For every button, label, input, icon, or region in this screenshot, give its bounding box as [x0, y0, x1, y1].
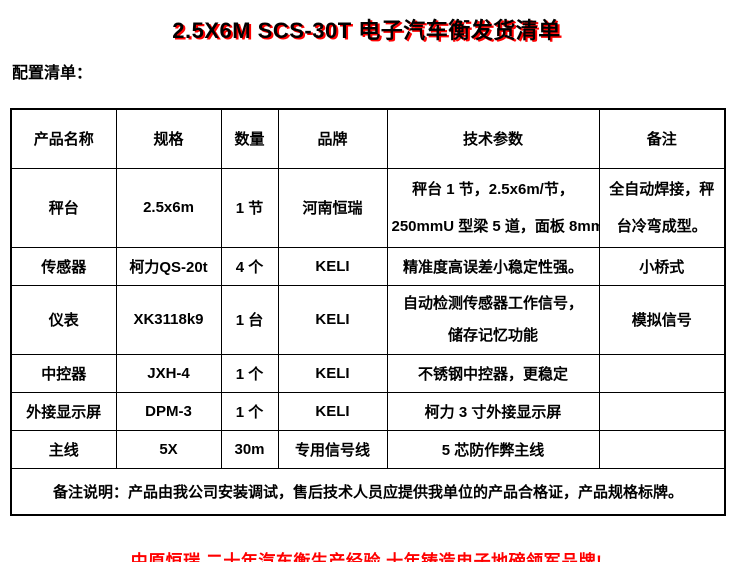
tech-line: 秤台 1 节，2.5x6m/节， — [412, 180, 574, 198]
cell-qty: 1 节 — [220, 167, 279, 248]
cell-product-name: 中控器 — [10, 353, 117, 393]
table-header-row: 产品名称 规格 数量 品牌 技术参数 备注 — [10, 108, 726, 169]
remark-line: 全自动焊接，秤 — [609, 180, 715, 198]
cell-qty: 1 个 — [220, 353, 279, 393]
cell-tech: 不锈钢中控器，更稳定 — [386, 353, 600, 393]
cell-tech: 5 芯防作弊主线 — [386, 429, 600, 469]
cell-spec: XK3118k9 — [115, 284, 222, 355]
header-qty: 数量 — [220, 108, 279, 169]
cell-remark: 小桥式 — [598, 246, 726, 286]
cell-tech: 自动检测传感器工作信号， 储存记忆功能 — [386, 284, 600, 355]
cell-product-name: 主线 — [10, 429, 117, 469]
table-row-external-display: 外接显示屏 DPM-3 1 个 KELI 柯力 3 寸外接显示屏 — [10, 391, 726, 431]
header-brand: 品牌 — [277, 108, 388, 169]
cell-tech: 秤台 1 节，2.5x6m/节， 250mmU 型梁 5 道，面板 8mm — [386, 167, 600, 248]
slogan-text: 中原恒瑞 二十年汽车衡生产经验 十年铸造电子地磅领军品牌! — [130, 552, 603, 562]
cell-spec: 5X — [115, 429, 222, 469]
cell-tech: 精准度高误差小稳定性强。 — [386, 246, 600, 286]
table-row-platform: 秤台 2.5x6m 1 节 河南恒瑞 秤台 1 节，2.5x6m/节， 250m… — [10, 167, 726, 248]
cell-brand: KELI — [277, 284, 388, 355]
header-remark: 备注 — [598, 108, 726, 169]
cell-remark: 模拟信号 — [598, 284, 726, 355]
cell-brand: 专用信号线 — [277, 429, 388, 469]
cell-product-name: 外接显示屏 — [10, 391, 117, 431]
cell-product-name: 仪表 — [10, 284, 117, 355]
table-row-sensor: 传感器 柯力QS-20t 4 个 KELI 精准度高误差小稳定性强。 小桥式 — [10, 246, 726, 286]
header-product-name: 产品名称 — [10, 108, 117, 169]
section-label: 配置清单： — [12, 65, 93, 82]
tech-line: 250mmU 型梁 5 道，面板 8mm — [391, 217, 599, 235]
cell-remark — [598, 429, 726, 469]
cell-brand: 河南恒瑞 — [277, 167, 388, 248]
header-spec: 规格 — [115, 108, 222, 169]
cell-spec: DPM-3 — [115, 391, 222, 431]
cell-qty: 1 台 — [220, 284, 279, 355]
cell-product-name: 传感器 — [10, 246, 117, 286]
remark-line: 台冷弯成型。 — [616, 217, 707, 235]
cell-brand: KELI — [277, 246, 388, 286]
table-row-junction-box: 中控器 JXH-4 1 个 KELI 不锈钢中控器，更稳定 — [10, 353, 726, 393]
cell-remark — [598, 353, 726, 393]
cell-remark — [598, 391, 726, 431]
header-tech: 技术参数 — [386, 108, 600, 169]
cell-remark: 全自动焊接，秤 台冷弯成型。 — [598, 167, 726, 248]
tech-line: 储存记忆功能 — [447, 326, 538, 344]
cell-brand: KELI — [277, 353, 388, 393]
cell-qty: 30m — [220, 429, 279, 469]
page-title: 2.5X6M SCS-30T 电子汽车衡发货清单 — [172, 18, 561, 43]
cell-qty: 4 个 — [220, 246, 279, 286]
table-footer-row: 备注说明：产品由我公司安装调试，售后技术人员应提供我单位的产品合格证，产品规格标… — [10, 467, 726, 516]
cell-tech: 柯力 3 寸外接显示屏 — [386, 391, 600, 431]
table-row-indicator: 仪表 XK3118k9 1 台 KELI 自动检测传感器工作信号， 储存记忆功能… — [10, 284, 726, 355]
tech-line: 自动检测传感器工作信号， — [402, 294, 583, 312]
cell-spec: JXH-4 — [115, 353, 222, 393]
config-table: 产品名称 规格 数量 品牌 技术参数 备注 秤台 2.5x6m 1 节 河南恒瑞… — [10, 108, 726, 516]
cell-spec: 柯力QS-20t — [115, 246, 222, 286]
footer-note: 备注说明：产品由我公司安装调试，售后技术人员应提供我单位的产品合格证，产品规格标… — [10, 467, 726, 516]
cell-spec: 2.5x6m — [115, 167, 222, 248]
table-row-main-cable: 主线 5X 30m 专用信号线 5 芯防作弊主线 — [10, 429, 726, 469]
cell-brand: KELI — [277, 391, 388, 431]
cell-product-name: 秤台 — [10, 167, 117, 248]
cell-qty: 1 个 — [220, 391, 279, 431]
